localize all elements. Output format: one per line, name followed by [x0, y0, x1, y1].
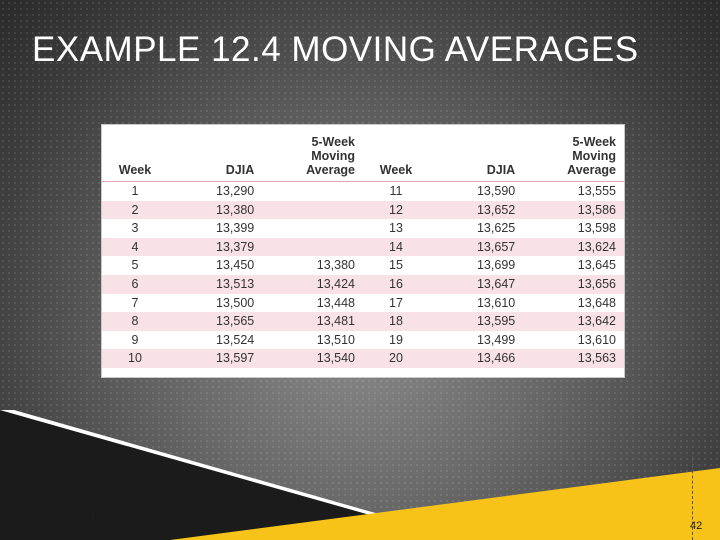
cell-djia: 13,379: [167, 237, 263, 257]
table-row: 4 13,379 14 13,657 13,624: [102, 237, 624, 257]
cell-moving-average: 13,448: [316, 295, 355, 310]
cell-moving-average: 13,380: [316, 258, 355, 273]
cell-djia: 13,500: [216, 295, 255, 310]
cell-moving-average: [262, 200, 363, 220]
table-row: 5 13,450 13,380 15 13,699 13,645: [102, 256, 624, 275]
cell-week: 9: [131, 332, 139, 347]
table-row: 8 13,565 13,481 18 13,595 13,642: [102, 312, 624, 331]
cell-moving-average: [262, 219, 363, 238]
table-row: 1 13,290 11 13,590 13,555: [102, 182, 624, 201]
table-row: 3 13,399 13 13,625 13,598: [102, 219, 624, 238]
cell-moving-average: 13,642: [523, 312, 624, 331]
cell-djia: 13,466: [428, 349, 524, 368]
decorative-bottom-shapes: [0, 410, 720, 540]
cell-djia: 13,590: [476, 184, 516, 198]
cell-djia: 13,450: [216, 258, 255, 273]
table-row: 10 13,597 13,540 20 13,466 13,563: [102, 349, 624, 368]
cell-week: 20: [362, 349, 429, 368]
footer-line-2: INVESTMENT: [18, 524, 100, 533]
cell-week: 1: [131, 184, 139, 198]
cell-moving-average: 13,656: [523, 274, 624, 294]
header-ma-line1: 5-Week: [311, 135, 355, 149]
header-week-right: Week: [362, 125, 429, 182]
header-ma-line3: Average: [567, 163, 616, 177]
cell-week: 4: [102, 237, 168, 257]
cell-moving-average: 13,424: [262, 274, 363, 294]
cell-djia: 13,652: [428, 200, 524, 220]
cell-djia: 13,657: [428, 237, 524, 257]
table-row: 7 13,500 13,448 17 13,610 13,648: [102, 294, 624, 313]
cell-moving-average: 13,540: [262, 349, 363, 368]
cell-djia: 13,499: [476, 332, 516, 347]
footer-credit: BAHATTIN BUYUKSAHIN, JHU, INVESTMENT: [18, 512, 208, 534]
cell-moving-average: 13,648: [577, 295, 616, 310]
table-row: 6 13,513 13,424 16 13,647 13,656: [102, 274, 624, 294]
footer-line-1: BAHATTIN BUYUKSAHIN, JHU,: [18, 513, 209, 522]
cell-moving-average: 13,563: [523, 349, 624, 368]
cell-moving-average: 13,610: [577, 332, 616, 347]
cell-week: 8: [102, 312, 168, 331]
cell-moving-average: 13,645: [577, 258, 616, 273]
cell-week: 10: [102, 349, 168, 368]
cell-week: 17: [389, 295, 403, 310]
cell-week: 12: [362, 200, 429, 220]
slide-title: EXAMPLE 12.4 MOVING AVERAGES: [32, 30, 639, 69]
cell-djia: 13,399: [216, 221, 255, 236]
cell-moving-average: 13,598: [577, 221, 616, 236]
cell-week: 3: [131, 221, 139, 236]
cell-moving-average: 13,555: [577, 184, 616, 198]
yellow-accent-band: [170, 468, 720, 540]
cell-djia: 13,610: [476, 295, 516, 310]
header-week-left: Week: [102, 125, 168, 182]
page-number: 42: [690, 520, 703, 532]
cell-djia: 13,380: [167, 200, 263, 220]
cell-week: 11: [389, 184, 403, 198]
header-ma-line2: Moving: [572, 149, 616, 163]
cell-week: 2: [102, 200, 168, 220]
table-row: 9 13,524 13,510 19 13,499 13,610: [102, 331, 624, 350]
cell-djia: 13,524: [216, 332, 255, 347]
table-row: 2 13,380 12 13,652 13,586: [102, 200, 624, 220]
header-ma-right: 5-Week Moving Average: [523, 125, 624, 182]
cell-week: 19: [389, 332, 403, 347]
header-ma-line3: Average: [306, 163, 355, 177]
cell-djia: 13,595: [428, 312, 524, 331]
cell-moving-average: 13,510: [316, 332, 355, 347]
table-header-row: Week DJIA 5-Week Moving Average Week DJI…: [102, 125, 624, 182]
cell-week: 7: [131, 295, 139, 310]
cell-week: 18: [362, 312, 429, 331]
cell-week: 14: [362, 237, 429, 257]
cell-djia: 13,513: [167, 274, 263, 294]
cell-djia: 13,625: [476, 221, 516, 236]
moving-average-table: Week DJIA 5-Week Moving Average Week DJI…: [102, 125, 624, 377]
header-ma-line2: Moving: [311, 149, 355, 163]
header-djia-left: DJIA: [167, 125, 263, 182]
cell-djia: 13,699: [476, 258, 516, 273]
header-djia-right: DJIA: [428, 125, 524, 182]
cell-moving-average: [262, 237, 363, 257]
dashed-divider: [692, 455, 693, 540]
cell-week: 16: [362, 274, 429, 294]
cell-week: 6: [102, 274, 168, 294]
cell-moving-average: 13,586: [523, 200, 624, 220]
cell-week: 15: [389, 258, 403, 273]
cell-djia: 13,647: [428, 274, 524, 294]
header-ma-left: 5-Week Moving Average: [262, 125, 363, 182]
cell-moving-average: 13,624: [523, 237, 624, 257]
cell-djia: 13,597: [167, 349, 263, 368]
cell-djia: 13,290: [216, 184, 255, 198]
header-ma-line1: 5-Week: [572, 135, 616, 149]
cell-week: 13: [389, 221, 403, 236]
cell-djia: 13,565: [167, 312, 263, 331]
cell-week: 5: [131, 258, 139, 273]
cell-moving-average: [262, 182, 363, 201]
cell-moving-average: 13,481: [262, 312, 363, 331]
